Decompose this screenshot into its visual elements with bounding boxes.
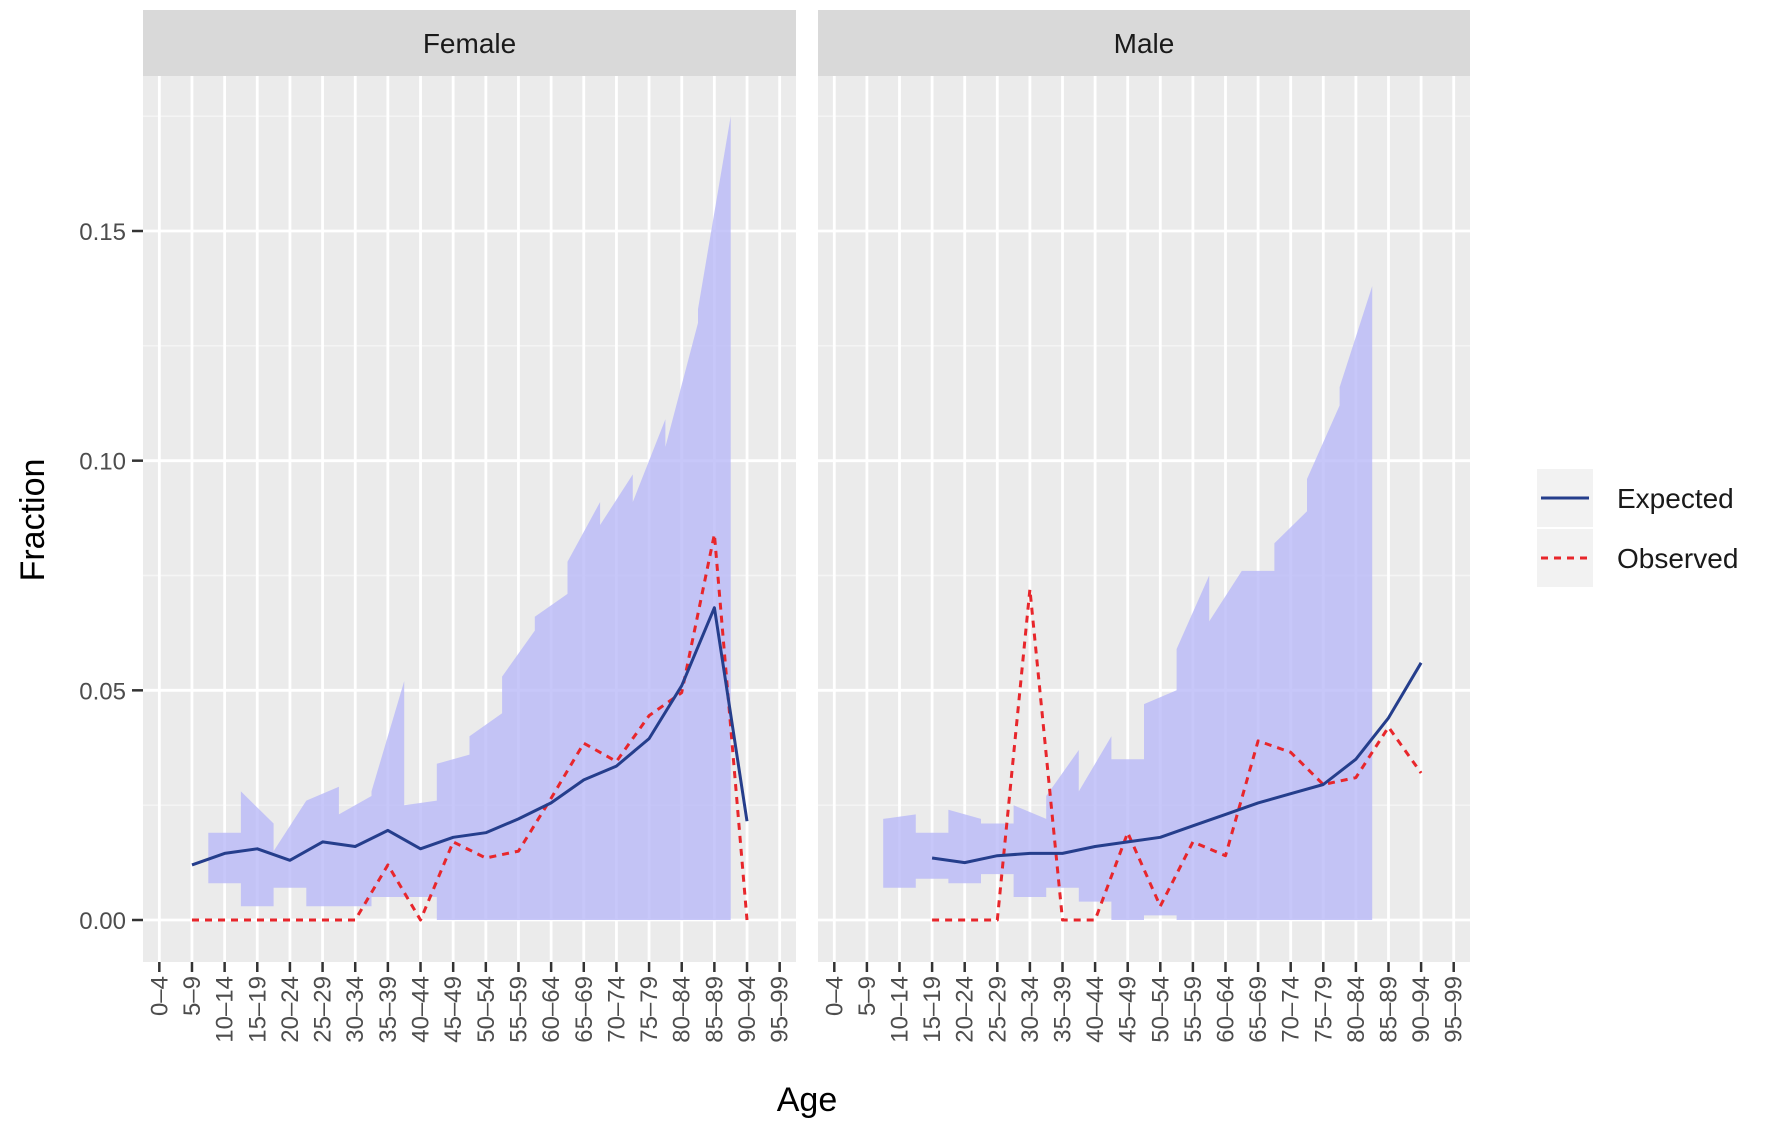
x-tick-label: 90–94 bbox=[734, 976, 761, 1043]
x-tick-label: 55–59 bbox=[1180, 976, 1207, 1043]
x-tick-label: 35–39 bbox=[375, 976, 402, 1043]
x-tick-label: 80–84 bbox=[1343, 976, 1370, 1043]
x-axis-title: Age bbox=[777, 1081, 838, 1119]
x-tick-label: 95–99 bbox=[767, 976, 794, 1043]
x-tick-label: 5–9 bbox=[854, 976, 881, 1016]
x-tick-label: 40–44 bbox=[408, 976, 435, 1043]
x-tick-label: 90–94 bbox=[1408, 976, 1435, 1043]
x-tick-label: 65–69 bbox=[1245, 976, 1272, 1043]
uncertainty-band bbox=[883, 286, 1373, 921]
x-tick-label: 75–79 bbox=[1310, 976, 1337, 1043]
expected-line bbox=[191, 606, 749, 867]
x-tick-label: 80–84 bbox=[669, 976, 696, 1043]
x-tick-label: 65–69 bbox=[571, 976, 598, 1043]
y-axis-title: Fraction bbox=[14, 459, 52, 582]
x-tick-label: 10–14 bbox=[887, 976, 914, 1043]
x-tick-label: 10–14 bbox=[212, 976, 239, 1043]
y-tick-label: 0.10 bbox=[79, 449, 126, 476]
x-tick-label: 40–44 bbox=[1082, 976, 1109, 1043]
y-tick-label: 0.05 bbox=[79, 678, 126, 705]
y-tick-label: 0.15 bbox=[79, 219, 126, 246]
x-tick-label: 60–64 bbox=[1213, 976, 1240, 1043]
x-tick-label: 75–79 bbox=[636, 976, 663, 1043]
x-tick-label: 85–89 bbox=[701, 976, 728, 1043]
x-tick-label: 0–4 bbox=[146, 976, 173, 1016]
legend: Expected Observed bbox=[1537, 469, 1738, 587]
x-tick-label: 60–64 bbox=[538, 976, 565, 1043]
y-axis: 0.00 0.05 0.10 0.15 bbox=[79, 219, 143, 935]
x-tick-label: 15–19 bbox=[244, 976, 271, 1043]
x-tick-label: 25–29 bbox=[310, 976, 337, 1043]
x-tick-label: 95–99 bbox=[1441, 976, 1468, 1043]
legend-label: Expected bbox=[1617, 483, 1734, 514]
x-tick-label: 70–74 bbox=[1278, 976, 1305, 1043]
x-tick-label: 5–9 bbox=[179, 976, 206, 1016]
facet-label: Female bbox=[423, 28, 516, 59]
legend-label: Observed bbox=[1617, 543, 1738, 574]
x-tick-label: 15–19 bbox=[919, 976, 946, 1043]
x-tick-label: 50–54 bbox=[1147, 976, 1174, 1043]
facet-label: Male bbox=[1114, 28, 1175, 59]
uncertainty-band bbox=[175, 116, 731, 920]
x-tick-label: 85–89 bbox=[1376, 976, 1403, 1043]
x-tick-label: 20–24 bbox=[952, 976, 979, 1043]
x-tick-label: 70–74 bbox=[603, 976, 630, 1043]
panel-female: Female 0–4 5–9 10–14 15–19 20–24 25–29 30–34 35–… bbox=[143, 10, 796, 1043]
observed-line bbox=[192, 532, 749, 922]
x-tick-label: 45–49 bbox=[1115, 976, 1142, 1043]
x-tick-label: 45–49 bbox=[440, 976, 467, 1043]
x-tick-label: 20–24 bbox=[277, 976, 304, 1043]
x-tick-label: 0–4 bbox=[821, 976, 848, 1016]
facet-strip bbox=[818, 10, 1470, 76]
x-tick-label: 50–54 bbox=[473, 976, 500, 1043]
facet-strip bbox=[143, 10, 796, 76]
x-tick-label: 55–59 bbox=[505, 976, 532, 1043]
y-tick-label: 0.00 bbox=[79, 908, 126, 935]
x-tick-label: 35–39 bbox=[1050, 976, 1077, 1043]
x-tick-label: 25–29 bbox=[984, 976, 1011, 1043]
panel-male: Male 0–4 5–9 10–14 15–19 20–24 25–29 30–34 35–39… bbox=[818, 10, 1470, 1043]
x-tick-label: 30–34 bbox=[342, 976, 369, 1043]
x-tick-label: 30–34 bbox=[1017, 976, 1044, 1043]
expected-line bbox=[931, 662, 1423, 865]
